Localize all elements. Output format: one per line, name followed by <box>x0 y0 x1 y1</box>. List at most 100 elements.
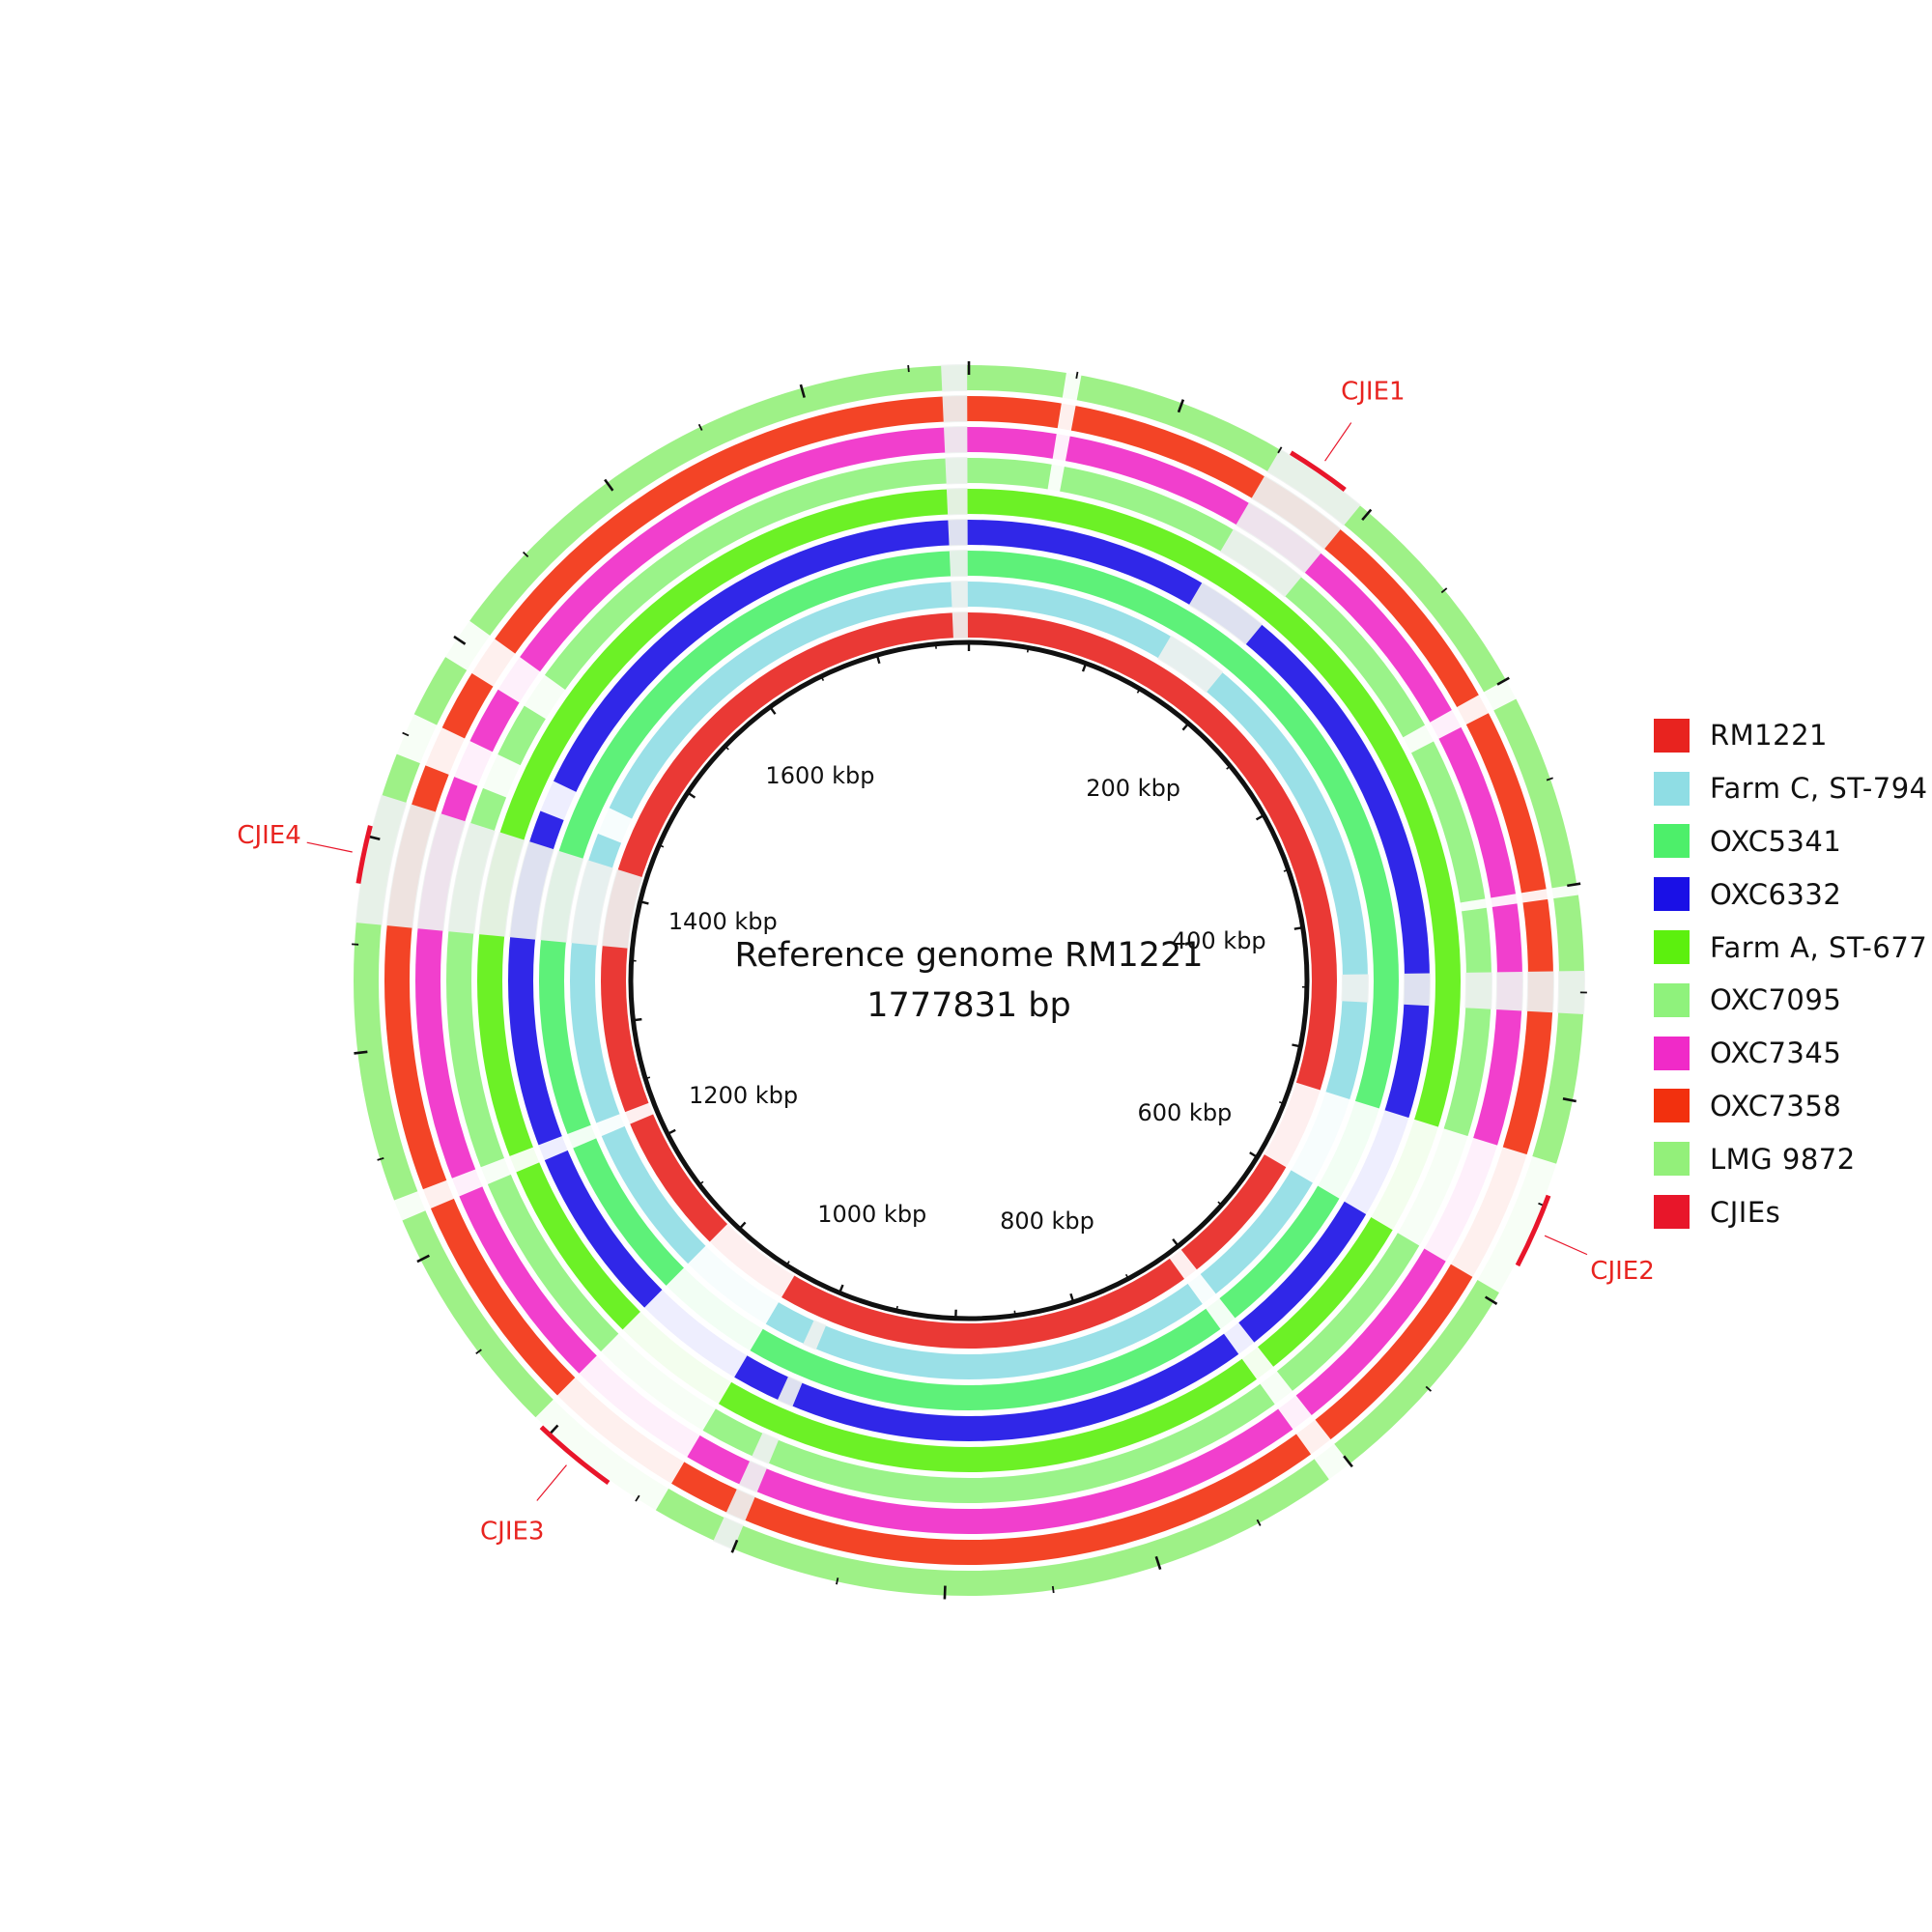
inner-tick <box>785 1261 790 1266</box>
gap-region <box>665 1266 764 1351</box>
outer-tick <box>402 731 410 737</box>
legend-swatch <box>1654 771 1690 806</box>
inner-tick <box>738 1221 747 1230</box>
gap-region <box>355 794 408 925</box>
gap-region <box>1236 501 1322 574</box>
legend-label: OXC7358 <box>1710 1089 1842 1122</box>
outer-tick <box>522 551 529 557</box>
outer-tick <box>475 1349 482 1355</box>
tick-label: 1400 kbp <box>668 908 778 935</box>
gap-region <box>941 364 968 392</box>
gap-region <box>1157 635 1224 694</box>
tick-label: 800 kbp <box>1000 1208 1094 1235</box>
legend-swatch <box>1654 877 1690 912</box>
ring-oxc7358 <box>384 396 1553 1565</box>
outer-tick <box>1256 1519 1262 1526</box>
outer-tick <box>730 1539 739 1553</box>
legend-item: OXC7095 <box>1654 974 1932 1027</box>
inner-tick <box>667 1128 676 1136</box>
outer-tick <box>1177 399 1185 413</box>
inner-tick <box>639 900 649 905</box>
gap-region <box>1205 1297 1236 1330</box>
gap-region <box>1047 463 1065 493</box>
gap-region <box>1456 694 1490 725</box>
gap-region <box>1483 679 1518 711</box>
gap-region <box>1459 898 1488 912</box>
center-subtitle: 1777831 bp <box>867 986 1070 1025</box>
tick-label: 600 kbp <box>1137 1099 1232 1126</box>
tick-label: 200 kbp <box>1086 775 1180 802</box>
cjie-label: CJIE3 <box>480 1517 544 1546</box>
legend-label: Farm A, ST-677 <box>1710 930 1928 964</box>
inner-tick <box>1283 868 1289 872</box>
inner-tick <box>1124 1273 1129 1280</box>
legend-label: CJIEs <box>1710 1195 1781 1229</box>
inner-tick <box>1172 1238 1179 1247</box>
gap-overlays <box>355 364 1585 1550</box>
gap-region <box>1402 724 1435 753</box>
outer-tick <box>354 1050 368 1055</box>
gap-region <box>1186 1273 1217 1305</box>
inner-tick <box>1217 1201 1223 1207</box>
legend-swatch <box>1654 982 1690 1017</box>
legend-swatch <box>1654 930 1690 965</box>
inner-tick <box>875 654 881 665</box>
inner-tick <box>1293 926 1303 930</box>
outer-tick <box>836 1577 839 1585</box>
gap-region <box>450 1169 484 1197</box>
center-title: Reference genome RM1221 <box>734 936 1203 975</box>
legend-swatch <box>1654 1195 1690 1230</box>
legend-swatch <box>1654 1089 1690 1123</box>
outer-tick <box>1154 1555 1162 1571</box>
gap-region <box>1341 974 1369 1003</box>
gap-region <box>1251 475 1342 550</box>
legend-swatch <box>1654 824 1690 859</box>
gap-region <box>1314 1443 1351 1481</box>
gap-region <box>1188 582 1263 645</box>
cjie-leader-line <box>536 1464 567 1501</box>
gap-region <box>1169 1248 1198 1280</box>
gap-region <box>946 488 968 516</box>
inner-tick <box>1136 688 1141 694</box>
gap-region <box>1343 1109 1410 1215</box>
outer-tick <box>416 1254 430 1264</box>
gap-region <box>752 1432 780 1464</box>
inner-tick <box>687 791 696 799</box>
gap-region <box>566 1124 598 1149</box>
outer-tick <box>1496 676 1510 686</box>
gap-region <box>395 713 439 764</box>
gap-region <box>1396 1128 1469 1246</box>
gap-region <box>1223 1321 1255 1355</box>
gap-region <box>1052 433 1070 463</box>
outer-tick <box>1425 1385 1433 1392</box>
gap-region <box>1520 889 1549 903</box>
gap-region <box>738 1460 768 1493</box>
tick-label: 1000 kbp <box>817 1201 926 1228</box>
inner-tick <box>1278 1100 1285 1105</box>
inner-tick <box>838 1284 844 1293</box>
legend-label: Farm C, ST-794 <box>1710 772 1928 806</box>
gap-region <box>1317 1100 1380 1200</box>
gap-region <box>601 868 643 949</box>
legend: RM1221 Farm C, ST-794 OXC5341 OXC6332 Farm A… <box>1654 709 1932 1238</box>
gap-region <box>1526 971 1554 1013</box>
ring-rm1221 <box>601 612 1337 1349</box>
gap-region <box>385 804 437 928</box>
outer-tick <box>1562 1097 1577 1103</box>
gap-region <box>578 1354 701 1459</box>
gap-region <box>393 1190 427 1221</box>
gap-region <box>1490 894 1519 908</box>
outer-tick <box>377 1156 384 1161</box>
cjie-label: CJIE1 <box>1341 378 1405 407</box>
legend-swatch <box>1654 1036 1690 1070</box>
gap-region <box>952 611 968 639</box>
outer-tick <box>1361 508 1373 522</box>
gap-region <box>539 850 584 943</box>
gap-region <box>1277 1394 1313 1431</box>
gap-region <box>1259 1370 1293 1406</box>
gap-region <box>482 753 522 798</box>
gap-region <box>444 620 492 671</box>
legend-label: OXC7345 <box>1710 1037 1842 1070</box>
legend-swatch <box>1654 718 1690 753</box>
gap-region <box>624 1102 655 1124</box>
